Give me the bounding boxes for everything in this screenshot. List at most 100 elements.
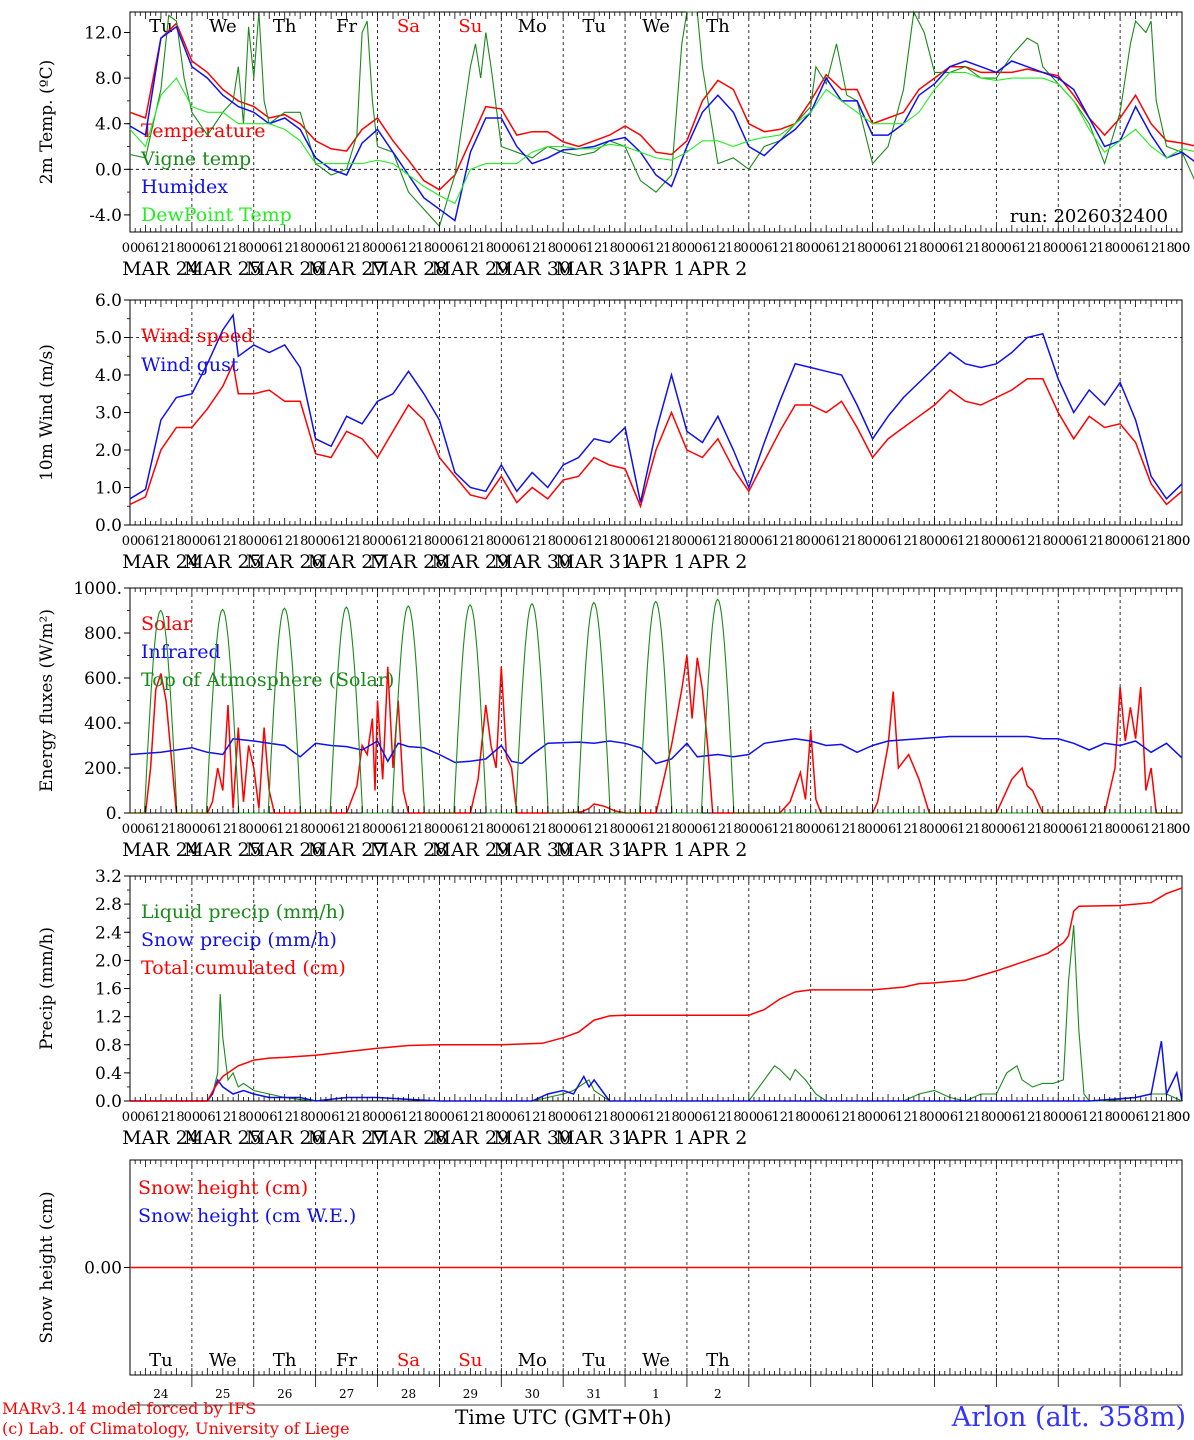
- hour-tick-label: 06: [818, 241, 835, 256]
- weekday-label: Th: [706, 1350, 730, 1371]
- hour-tick-label: 12: [1081, 241, 1098, 256]
- hour-tick-label: 12: [1081, 822, 1098, 837]
- series-wind-gust: [129, 312, 1183, 503]
- day-number-label: 25: [215, 1387, 230, 1401]
- hour-tick-label: 06: [942, 241, 959, 256]
- hour-tick-label: 06: [880, 534, 897, 549]
- hour-tick-label: 18: [911, 1110, 928, 1125]
- hour-tick-label: 12: [338, 1110, 355, 1125]
- hour-tick-label: 06: [942, 534, 959, 549]
- hour-tick-label: 00: [431, 822, 448, 837]
- hour-tick-label: 18: [354, 1110, 371, 1125]
- hour-tick-label: 12: [338, 534, 355, 549]
- hour-tick-label: 12: [462, 1110, 479, 1125]
- hour-tick-label: 18: [416, 241, 433, 256]
- hour-tick-label: 00: [1112, 534, 1129, 549]
- series-wind-speed: [129, 361, 1183, 509]
- hour-tick-label: 00: [864, 241, 881, 256]
- hour-tick-label: 06: [1127, 534, 1144, 549]
- hour-tick-label: 12: [215, 822, 232, 837]
- y-tick-label: 200.: [84, 759, 122, 779]
- date-label: MAR 25: [184, 839, 262, 861]
- hour-tick-label: 00: [431, 241, 448, 256]
- hour-tick-label: 12: [400, 534, 417, 549]
- hour-tick-label: 12: [648, 1110, 665, 1125]
- hour-tick-label: 12: [771, 241, 788, 256]
- hour-tick-label: 00: [184, 1110, 201, 1125]
- hour-tick-label: 00: [988, 534, 1005, 549]
- legend-entry: Temperature: [141, 120, 265, 142]
- hour-tick-label: 06: [323, 241, 340, 256]
- hour-tick-label: 06: [447, 1110, 464, 1125]
- date-label: APR 2: [687, 551, 747, 573]
- hour-tick-label: 06: [447, 241, 464, 256]
- panel-wind: 0.0 1.0 2.0 3.0 4.0 5.0 6.0 10m Wind (m/s) Wind …: [37, 291, 1183, 536]
- hour-tick-label: 00: [1050, 534, 1067, 549]
- hour-tick-label: 06: [261, 822, 278, 837]
- y-tick-label: 0.0: [95, 160, 122, 180]
- hour-tick-label: 00: [555, 534, 572, 549]
- hour-tick-label: 00: [555, 1110, 572, 1125]
- y-tick-label: 0.: [106, 804, 122, 824]
- hour-tick-label: 06: [880, 241, 897, 256]
- hour-tick-label: 18: [1034, 822, 1051, 837]
- weekday-label: Su: [458, 16, 482, 37]
- y-tick-label: 2.4: [95, 923, 122, 943]
- weekday-label: Fr: [336, 1350, 357, 1371]
- hour-tick-label: 06: [199, 241, 216, 256]
- weekday-label: Fr: [336, 16, 357, 37]
- series-liquid-precip-mm-h-: [130, 925, 1183, 1102]
- hour-tick-label: 18: [230, 534, 247, 549]
- hour-tick-label: 18: [292, 241, 309, 256]
- weekday-label: Tu: [149, 16, 173, 37]
- hour-tick-label: 18: [663, 822, 680, 837]
- hour-tick-label: 18: [354, 822, 371, 837]
- hour-tick-label: 12: [1143, 1110, 1160, 1125]
- hour-tick-label: 18: [539, 822, 556, 837]
- y-tick-label: 2.8: [95, 895, 122, 915]
- hour-tick-label: 12: [957, 534, 974, 549]
- hour-tick-label: 06: [1004, 534, 1021, 549]
- hour-tick-label: 00: [679, 822, 696, 837]
- hour-tick-label: 00: [431, 534, 448, 549]
- series-infrared: [129, 735, 1183, 765]
- hour-tick-label: 18: [1034, 534, 1051, 549]
- hour-tick-label: 00: [864, 822, 881, 837]
- date-label: MAR 24: [122, 551, 200, 573]
- date-label: APR 1: [626, 258, 686, 280]
- hour-tick-label: 18: [416, 1110, 433, 1125]
- hour-tick-label: 18: [539, 534, 556, 549]
- hour-tick-label: 00: [184, 241, 201, 256]
- hour-tick-label: 06: [199, 1110, 216, 1125]
- hour-tick-label: 00: [307, 241, 324, 256]
- hour-tick-label: 12: [400, 1110, 417, 1125]
- hour-tick-label: 12: [153, 822, 170, 837]
- hour-tick-label: 06: [1065, 822, 1082, 837]
- hour-tick-label: 00: [1174, 241, 1191, 256]
- y-tick-label: 6.0: [95, 291, 122, 311]
- y-tick-label: 0.4: [95, 1064, 122, 1084]
- x-axis-3: 0006121800061218000612180006121800061218…: [122, 876, 1190, 1149]
- hour-tick-label: 00: [369, 534, 386, 549]
- hour-tick-label: 18: [1096, 534, 1113, 549]
- hour-tick-label: 06: [570, 822, 587, 837]
- hour-tick-label: 12: [771, 1110, 788, 1125]
- hour-tick-label: 00: [245, 1110, 262, 1125]
- y-tick-label: 12.0: [84, 24, 122, 44]
- y-tick-label: 3.2: [95, 867, 122, 887]
- hour-tick-label: 12: [1081, 1110, 1098, 1125]
- hour-tick-label: 06: [385, 822, 402, 837]
- hour-tick-label: 00: [555, 822, 572, 837]
- date-label: MAR 30: [493, 258, 571, 280]
- hour-tick-label: 00: [741, 822, 758, 837]
- hour-tick-label: 12: [215, 241, 232, 256]
- date-label: MAR 25: [184, 1127, 262, 1149]
- hour-tick-label: 00: [988, 822, 1005, 837]
- hour-tick-label: 18: [725, 1110, 742, 1125]
- date-label: MAR 24: [122, 1127, 200, 1149]
- hour-tick-label: 00: [431, 1110, 448, 1125]
- lab-credit: (c) Lab. of Climatology, University of L…: [2, 1419, 350, 1438]
- weekday-label: We: [209, 1350, 237, 1371]
- date-label: MAR 29: [432, 1127, 510, 1149]
- hour-tick-label: 00: [369, 1110, 386, 1125]
